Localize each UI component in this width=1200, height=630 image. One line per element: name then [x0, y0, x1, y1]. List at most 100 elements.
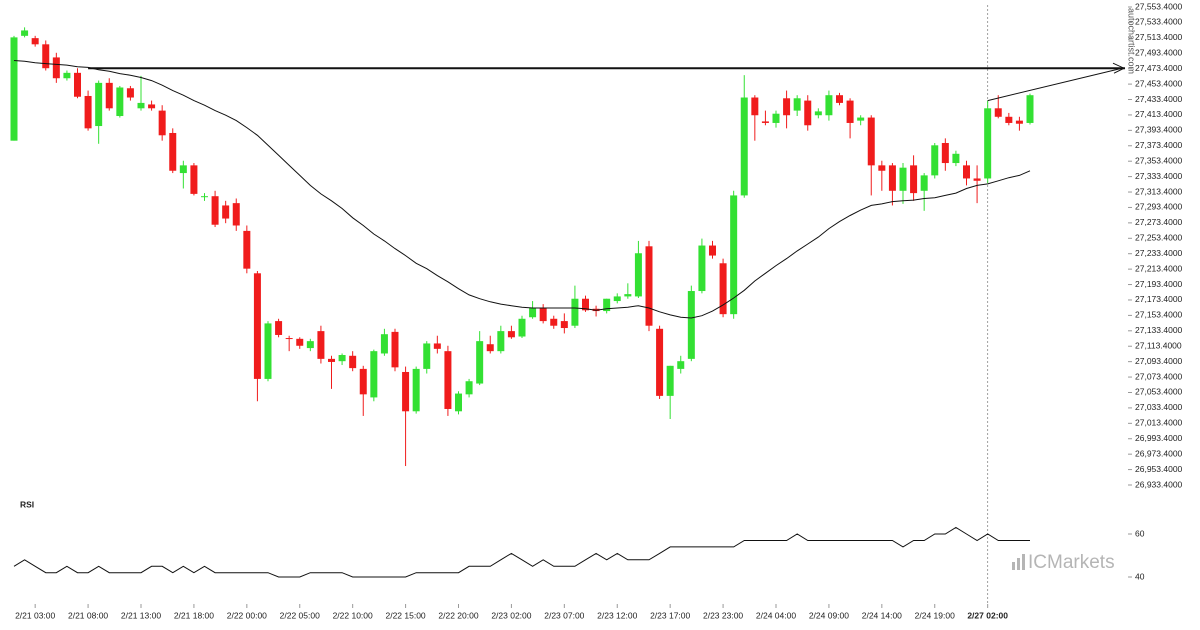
candle-body: [105, 82, 113, 109]
y-tick-label: 26,993.4000: [1135, 433, 1183, 443]
candle-body: [486, 344, 494, 352]
candle-body: [52, 57, 60, 79]
y-tick-label: 40: [1135, 571, 1145, 581]
candle-body: [444, 351, 452, 409]
candle-body: [169, 132, 177, 171]
candle-body: [740, 97, 748, 196]
candle-body: [148, 104, 156, 109]
y-tick-label: 27,353.4000: [1135, 155, 1183, 165]
y-tick-label: 27,413.4000: [1135, 109, 1183, 119]
x-tick-label: 2/21 03:00: [15, 610, 55, 620]
y-tick-label: 27,133.4000: [1135, 325, 1183, 335]
x-tick-label: 2/24 09:00: [809, 610, 849, 620]
candle-body: [1015, 120, 1023, 124]
x-tick-label: 2/23 17:00: [650, 610, 690, 620]
candle-body: [296, 338, 304, 346]
y-tick-label: 27,293.4000: [1135, 202, 1183, 212]
candle-body: [306, 341, 314, 349]
candle-body: [931, 145, 939, 176]
candle-body: [719, 263, 727, 315]
y-tick-label: 27,373.4000: [1135, 140, 1183, 150]
projection-line: [987, 67, 1123, 102]
candle-body: [285, 338, 293, 340]
candle-body: [253, 273, 261, 379]
candle-body: [624, 294, 632, 297]
candle-body: [264, 323, 272, 379]
candle-body: [677, 361, 685, 369]
y-tick-label: 27,533.4000: [1135, 17, 1183, 27]
x-tick-label: 2/24 14:00: [862, 610, 902, 620]
candle-body: [359, 368, 367, 395]
candle-body: [275, 321, 283, 335]
y-tick-label: 27,513.4000: [1135, 32, 1183, 42]
candle-body: [42, 44, 50, 69]
x-tick-label: 2/27 02:00: [967, 610, 1008, 620]
y-tick-label: 27,013.4000: [1135, 418, 1183, 428]
candle-body: [317, 331, 325, 359]
y-tick-label: 27,073.4000: [1135, 371, 1183, 381]
y-tick-label: 27,193.4000: [1135, 279, 1183, 289]
candle-body: [888, 165, 896, 191]
candle-body: [857, 117, 865, 121]
candle-body: [539, 307, 547, 322]
candle-body: [222, 205, 230, 219]
x-tick-label: 2/21 18:00: [174, 610, 214, 620]
candle-body: [952, 153, 960, 164]
candle-body: [338, 355, 346, 362]
candle-body: [920, 175, 928, 191]
candle-body: [613, 296, 621, 302]
x-tick-label: 2/22 15:00: [385, 610, 425, 620]
candle-body: [518, 318, 526, 337]
y-tick-label: 27,433.4000: [1135, 94, 1183, 104]
candle-body: [74, 72, 81, 97]
y-tick-label: 27,253.4000: [1135, 233, 1183, 243]
candle-body: [804, 100, 812, 126]
candle-body: [814, 111, 822, 116]
candle-body: [433, 343, 441, 349]
candle-body: [910, 165, 918, 194]
candle-body: [645, 246, 653, 326]
x-tick-label: 2/23 07:00: [544, 610, 584, 620]
candle-body: [412, 368, 420, 412]
watermark: ICMarkets: [1028, 552, 1115, 573]
candle-body: [21, 30, 29, 36]
candle-body: [232, 203, 240, 226]
y-tick-label: 27,313.4000: [1135, 186, 1183, 196]
candle-body: [666, 365, 674, 396]
x-tick-label: 2/22 20:00: [438, 610, 478, 620]
y-tick-label: 27,393.4000: [1135, 125, 1183, 135]
candle-body: [179, 165, 187, 174]
candle-body: [1005, 116, 1013, 123]
candle-body: [560, 321, 568, 329]
y-tick-label: 27,113.4000: [1135, 340, 1182, 350]
candle-body: [878, 165, 886, 171]
candle-body: [846, 100, 854, 123]
candle-body: [550, 318, 558, 326]
candle-body: [423, 343, 431, 369]
brand: autochartist.com: [1127, 8, 1137, 74]
candle-body: [529, 307, 537, 318]
candle-body: [10, 37, 18, 141]
y-tick-label: 26,953.4000: [1135, 464, 1183, 474]
candle-body: [31, 38, 39, 45]
candle-body: [402, 371, 410, 412]
candle-body: [349, 355, 357, 369]
candle-body: [751, 97, 759, 116]
candle-body: [126, 88, 134, 98]
candle-body: [455, 393, 462, 412]
x-tick-label: 2/23 02:00: [491, 610, 531, 620]
x-tick-label: 2/24 19:00: [915, 610, 955, 620]
candle-body: [963, 165, 970, 179]
candle-body: [730, 195, 738, 315]
x-tick-label: 2/22 00:00: [227, 610, 267, 620]
projection-arrow: [1112, 62, 1126, 74]
candle-body: [984, 108, 992, 179]
candle-body: [836, 95, 843, 103]
candle-body: [571, 298, 579, 326]
candle-body: [507, 331, 515, 338]
candle-body: [243, 230, 251, 269]
candle-body: [63, 72, 71, 79]
y-tick-label: 27,213.4000: [1135, 263, 1183, 273]
y-tick-label: 26,933.4000: [1135, 479, 1183, 489]
candle-body: [190, 165, 198, 194]
